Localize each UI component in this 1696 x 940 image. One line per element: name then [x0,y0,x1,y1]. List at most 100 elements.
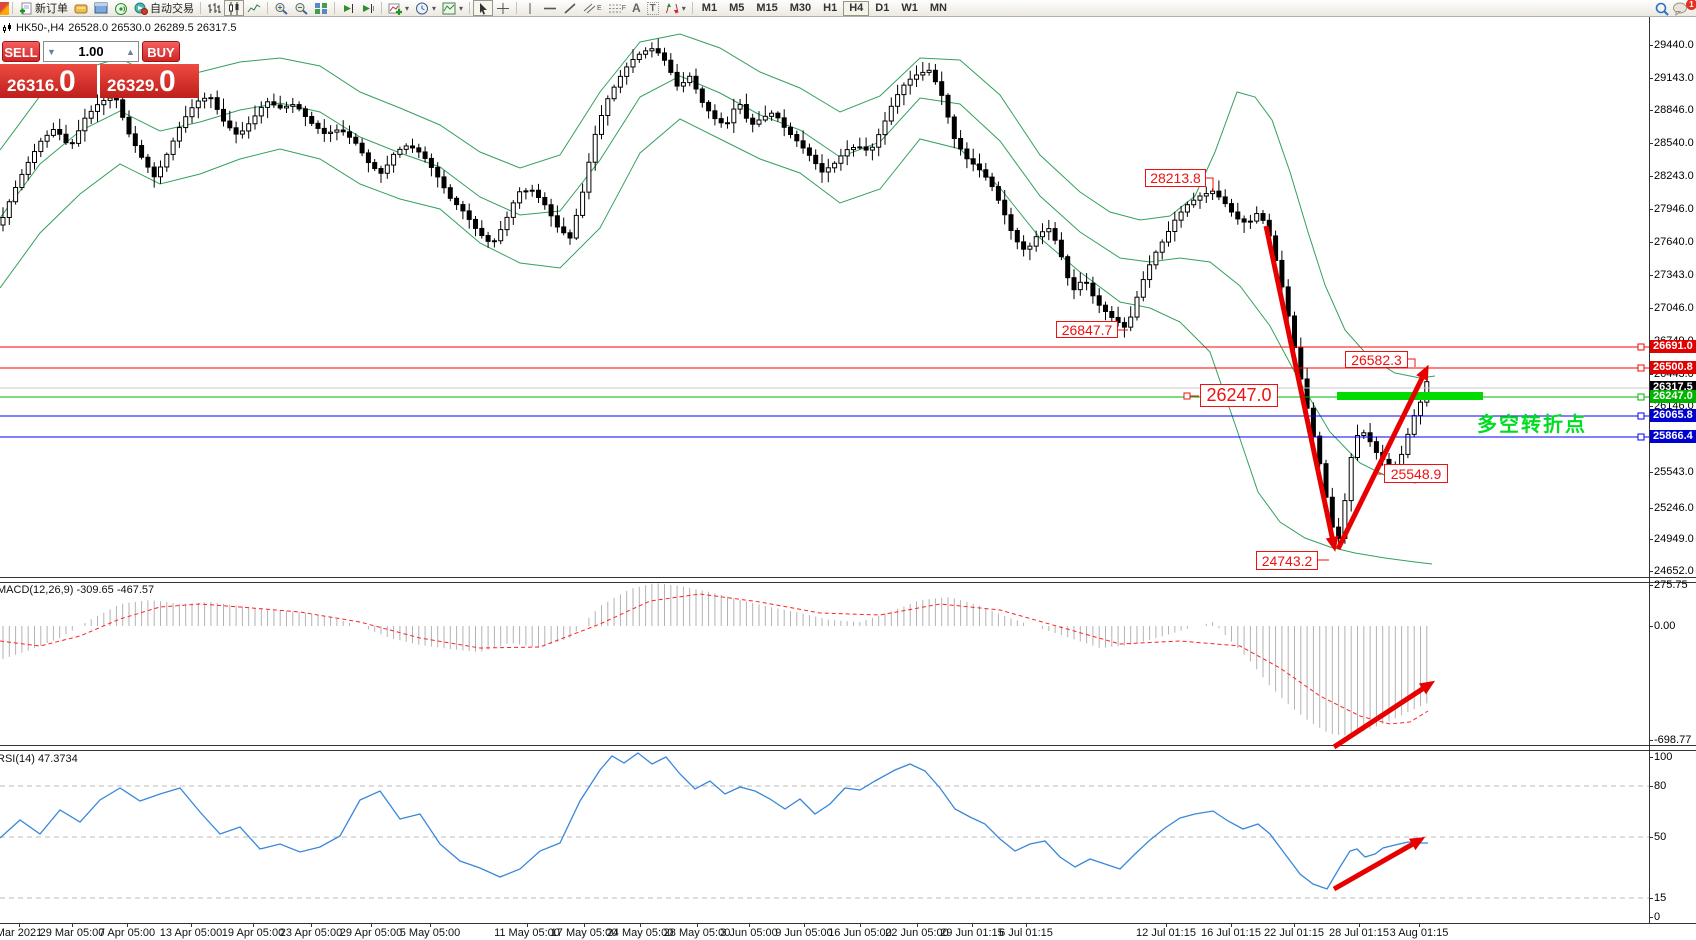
macd-rsi-separator[interactable] [0,745,1696,751]
price-axis-line [1649,17,1650,923]
auto-trading-button[interactable]: 自动交易 [131,0,197,16]
timeframe-mn[interactable]: MN [929,1,947,14]
volume-decrease-button[interactable]: ▼ [47,46,56,57]
vertical-line-tool-button[interactable] [520,0,540,16]
rsi-label: RSI(14) 47.3734 [0,753,78,765]
fibo-letter: F [621,4,626,12]
bar-chart-button[interactable] [204,0,224,16]
indicators-button[interactable]: ▾ [385,0,412,16]
axis-tick [1649,740,1653,741]
line-chart-button[interactable] [244,0,264,16]
timeframe-m5[interactable]: M5 [729,1,745,14]
trendline-tool-button[interactable] [560,0,580,16]
timeframe-m30[interactable]: M30 [789,1,812,14]
market-depth-button[interactable] [71,0,91,16]
chart-shift-button[interactable] [358,0,378,16]
time-tick [127,923,128,927]
main-macd-separator[interactable] [0,577,1696,583]
bid-price-panel[interactable]: 26316. 0 [0,64,97,98]
timeframe-w1[interactable]: W1 [901,1,918,14]
timeframe-m1[interactable]: M1 [701,1,718,14]
chart-title: HK50-,H4 26528.0 26530.0 26289.5 26317.5 [3,22,237,34]
zoom-out-button[interactable] [291,0,311,16]
crosshair-tool-button[interactable] [493,0,513,16]
separator [267,2,268,14]
separator [469,2,471,14]
price-callout-28213.8[interactable]: 28213.8 [1145,169,1206,187]
timeframe-d1[interactable]: D1 [875,1,890,14]
trendline-icon [563,2,577,15]
price-callout-26582.3[interactable]: 26582.3 [1345,351,1408,368]
volume-increase-button[interactable]: ▲ [126,46,135,57]
axis-tick [1649,786,1653,787]
time-label: 16 Jun 05:00 [828,927,892,939]
axis-label: 29440.0 [1654,39,1694,51]
axis-tick [1649,406,1653,407]
horizontal-line-tool-button[interactable] [540,0,560,16]
chart-ohlc: 26528.0 26530.0 26289.5 26317.5 [68,22,237,34]
price-callout-24743.2[interactable]: 24743.2 [1256,551,1318,570]
time-tick [371,923,372,927]
channel-tool-button[interactable]: E [580,0,605,16]
tile-windows-button[interactable] [311,0,331,16]
time-label: 29 Mar 05:00 [39,927,105,939]
time-label: 29 Jun 01:15 [940,927,1004,939]
line-chart-icon [247,2,261,15]
sell-button[interactable]: SELL [2,41,40,62]
time-label: 7 Apr 05:00 [98,927,156,939]
cn-annotation-text[interactable]: 多空转折点 [1477,414,1587,436]
search-icon[interactable] [1654,2,1672,16]
zoom-in-button[interactable] [271,0,291,16]
rsi-line [0,752,1428,890]
new-order-button[interactable]: 新订单 [16,0,71,16]
price-callout-26247.0[interactable]: 26247.0 [1200,384,1278,407]
label-tool-button[interactable]: T [644,0,662,16]
signals-button[interactable] [111,0,131,16]
time-tick [584,923,585,927]
chat-icon[interactable]: 1 [1672,0,1696,16]
time-label: 3 Jun 05:00 [720,927,778,939]
vertical-line-icon [523,2,537,15]
periods-button[interactable]: ▾ [412,0,439,16]
price-callout-25548.9[interactable]: 25548.9 [1384,464,1448,483]
time-label: 17 May 05:00 [550,927,618,939]
one-click-trading-panel: SELL ▼ 1.00 ▲ BUY 26316. 0 26329. 0 [0,39,200,98]
time-tick [1419,923,1420,927]
label-tool-icon: T [646,1,659,15]
axis-tick [1649,898,1653,899]
buy-button[interactable]: BUY [142,41,180,62]
timeframe-h1[interactable]: H1 [823,1,838,14]
bar-chart-icon [207,2,221,15]
price-callout-26847.7[interactable]: 26847.7 [1056,321,1118,338]
cursor-tool-button[interactable] [473,0,494,16]
text-tool-button[interactable]: A [629,0,644,16]
timeframe-h4[interactable]: H4 [843,0,870,16]
chart-canvas[interactable] [0,17,1650,923]
axis-label: 28243.0 [1654,170,1694,182]
separator [691,2,693,14]
templates-button[interactable]: ▾ [439,0,466,16]
ask-price-panel[interactable]: 26329. 0 [100,64,199,98]
axis-tick [1649,176,1653,177]
auto-trading-label: 自动交易 [150,3,194,15]
fibonacci-tool-button[interactable]: F [605,0,629,16]
arrows-tool-button[interactable]: ▾ [662,0,689,16]
time-tick [1231,923,1232,927]
axis-tick [1649,110,1653,111]
axis-tick [1649,78,1653,79]
separator [516,2,518,14]
chart-window-button[interactable] [91,0,111,16]
axis-tick [1649,275,1653,276]
timeframe-m15[interactable]: M15 [756,1,778,14]
time-label: 5 May 05:00 [399,927,461,939]
time-tick [917,923,918,927]
main-toolbar: 新订单 自动交易 ▾ ▾ [0,0,1696,17]
volume-input[interactable]: 1.00 [78,44,104,59]
separator [200,2,201,14]
time-tick [972,923,973,927]
time-tick [1166,923,1167,927]
time-tick [749,923,750,927]
candlestick-chart-button[interactable] [224,0,244,16]
auto-scroll-button[interactable] [338,0,358,16]
